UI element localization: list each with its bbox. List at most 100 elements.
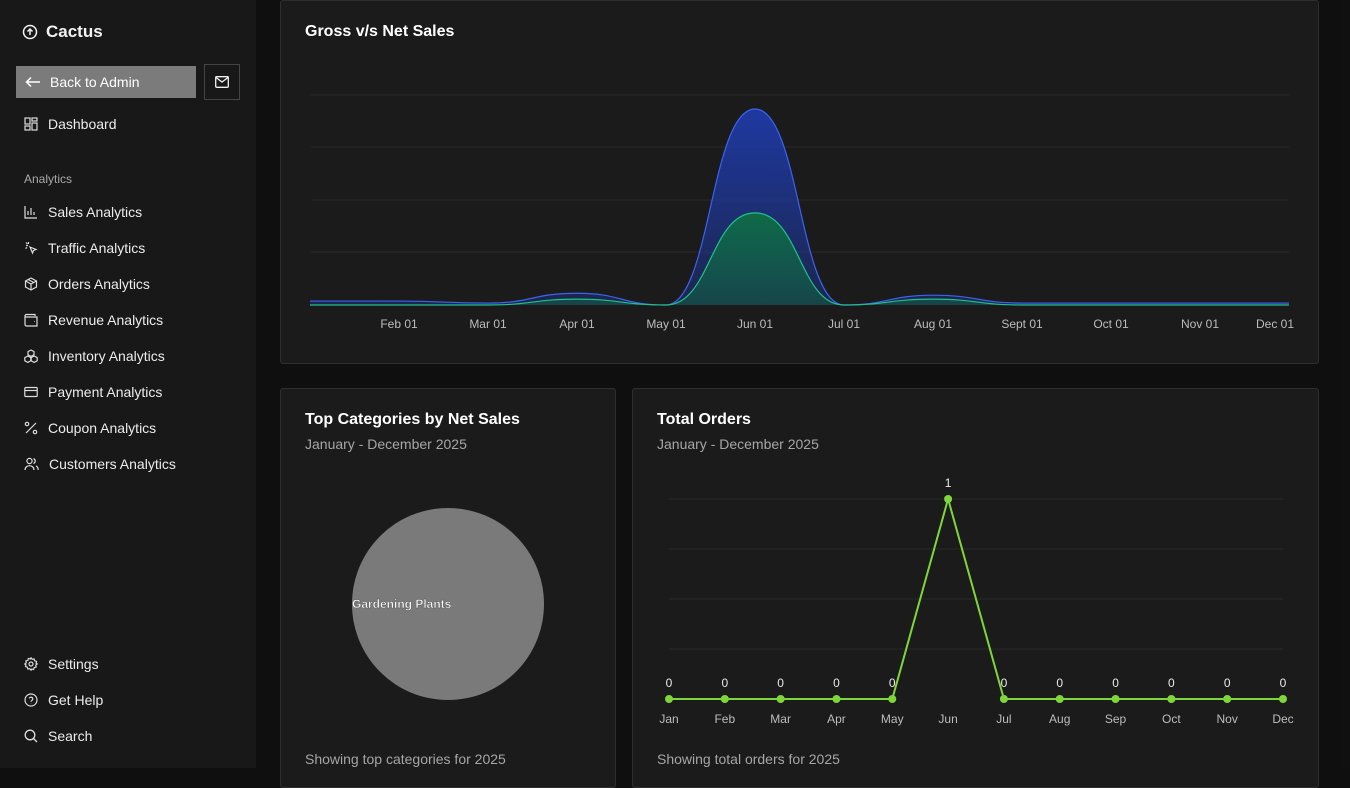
x-tick-label: Mar [770,712,791,726]
bar-chart-icon [24,206,37,219]
gross-net-sales-card: Gross v/s Net Sales Feb 01 Mar 01 Apr 01 Ma… [280,0,1319,364]
data-label: 0 [1168,676,1175,690]
data-point [1111,695,1120,703]
x-tick-label: Aug 01 [914,317,952,331]
x-tick-label: Apr 01 [559,317,595,331]
search-icon [24,729,38,743]
sidebar-item-payment-analytics[interactable]: Payment Analytics [24,382,162,402]
card-title: Top Categories by Net Sales [305,411,520,428]
pie-slice-label: Gardening Plants [352,597,452,611]
back-to-admin-label: Back to Admin [50,74,140,90]
pie-slice [352,508,544,700]
sidebar-item-label: Revenue Analytics [48,312,164,328]
data-point [665,695,673,703]
sidebar-item-search[interactable]: Search [24,726,92,746]
credit-card-icon [24,386,38,398]
x-tick-label: Feb [714,712,735,726]
data-label: 0 [777,676,784,690]
data-point [1055,695,1064,703]
card-footer: Showing top categories for 2025 [305,751,506,767]
sidebar-item-get-help[interactable]: Get Help [24,690,103,710]
data-label: 1 [945,476,952,490]
data-point [1279,695,1287,703]
gross-net-sales-chart: Feb 01 Mar 01 Apr 01 May 01 Jun 01 Jul 01 Aug … [309,94,1294,331]
sidebar-item-orders-analytics[interactable]: Orders Analytics [24,274,150,294]
x-tick-label: Nov [1217,712,1238,726]
x-tick-label: Apr [827,712,846,726]
data-label: 0 [666,676,673,690]
x-tick-label: Jan [659,712,678,726]
back-to-admin-button[interactable]: Back to Admin [16,66,196,98]
data-point [720,695,729,703]
sidebar-item-revenue-analytics[interactable]: Revenue Analytics [24,310,163,330]
boxes-icon [24,349,38,363]
data-label: 0 [889,676,896,690]
data-point [888,695,897,703]
package-icon [24,277,38,291]
scrollbar[interactable] [1342,0,1350,768]
sidebar-item-label: Sales Analytics [48,204,143,220]
x-tick-label: Aug [1049,712,1070,726]
x-tick-label: Oct 01 [1093,317,1129,331]
card-subtitle: January - December 2025 [305,436,467,452]
sidebar-item-label: Inventory Analytics [48,348,165,364]
gear-icon [24,657,38,671]
x-tick-label: Mar 01 [469,317,507,331]
x-tick-label: Sep [1105,712,1127,726]
section-label-analytics: Analytics [24,172,73,186]
help-circle-icon [24,693,38,707]
sidebar-item-dashboard[interactable]: Dashboard [24,114,117,134]
sidebar-item-label: Dashboard [48,116,117,132]
x-tick-label: Jun [938,712,957,726]
x-tick-label: Jul [996,712,1011,726]
wallet-icon [24,313,38,327]
sidebar-item-sales-analytics[interactable]: Sales Analytics [24,202,142,222]
users-icon [24,457,39,471]
data-point [832,695,841,703]
x-tick-label: Sept 01 [1001,317,1043,331]
data-label: 0 [833,676,840,690]
data-label: 0 [1224,676,1231,690]
mail-button[interactable] [204,64,240,100]
x-tick-label: Dec 01 [1256,317,1294,331]
arrow-up-circle-icon [22,24,38,40]
brand[interactable]: Cactus [22,22,103,42]
data-label: 0 [1001,676,1008,690]
card-title: Gross v/s Net Sales [305,23,455,40]
sidebar-item-settings[interactable]: Settings [24,654,99,674]
data-label: 0 [721,676,728,690]
total-orders-line-chart: 0 Jan 0 Feb 0 Mar 0 Apr 0 May 1 Jun 0 Jul 0 Aug 0 Sep 0 Oct… [659,476,1293,726]
series-line [309,212,1289,306]
sidebar-item-label: Customers Analytics [49,456,176,472]
x-tick-label: Oct [1162,712,1181,726]
data-point [944,495,953,503]
sidebar-item-customers-analytics[interactable]: Customers Analytics [24,454,176,474]
x-tick-label: May [881,712,904,726]
data-label: 0 [1112,676,1119,690]
card-subtitle: January - December 2025 [657,436,819,452]
data-point [776,695,785,703]
x-tick-label: Feb 01 [380,317,418,331]
sidebar-item-traffic-analytics[interactable]: Traffic Analytics [24,238,145,258]
sidebar-item-label: Coupon Analytics [48,420,157,436]
data-point [1223,695,1232,703]
sidebar-item-label: Traffic Analytics [48,240,146,256]
sidebar-item-inventory-analytics[interactable]: Inventory Analytics [24,346,165,366]
sidebar: Cactus Back to Admin Dashboard Analytics… [0,0,256,768]
sidebar-item-label: Orders Analytics [48,276,150,292]
x-tick-label: Dec [1272,712,1293,726]
sidebar-item-label: Search [48,728,93,744]
x-tick-label: Nov 01 [1181,317,1219,331]
percent-icon [24,421,38,435]
card-footer: Showing total orders for 2025 [657,751,840,767]
mail-icon [215,76,229,88]
cursor-click-icon [25,242,38,255]
card-title: Total Orders [657,411,751,428]
data-point [1167,695,1176,703]
total-orders-card: Total Orders January - December 2025 0 Ja… [632,388,1319,788]
top-categories-card: Top Categories by Net Sales January - De… [280,388,616,788]
top-categories-pie-chart: Gardening Plants [352,508,544,700]
data-label: 0 [1280,676,1287,690]
sidebar-item-coupon-analytics[interactable]: Coupon Analytics [24,418,156,438]
sidebar-item-label: Payment Analytics [48,384,163,400]
